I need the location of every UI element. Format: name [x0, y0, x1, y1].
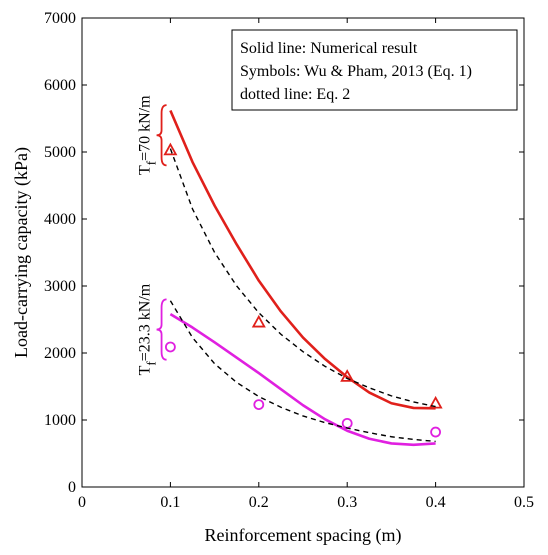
series-70-numerical-line: [169, 109, 436, 410]
brace: [156, 298, 167, 361]
x-tick-label: 0: [78, 494, 86, 511]
annotation-rest: =70 kN/m: [137, 95, 154, 161]
y-axis-label: Load-carrying capacity (kPa): [11, 147, 32, 358]
annotation-subscript: f: [144, 361, 159, 366]
annotation-label: Tf=70 kN/m: [137, 95, 159, 175]
y-tick-label: 3000: [44, 278, 76, 295]
legend-box: [231, 29, 518, 111]
y-tick-label: 6000: [44, 77, 76, 94]
series-23-3-eq1-point: [164, 341, 176, 353]
y-tick-label: 0: [68, 479, 76, 496]
series-70-eq1-point: [251, 314, 266, 328]
annotation-0: Tf=70 kN/m: [137, 95, 167, 175]
legend: Solid line: Numerical result Symbols: Wu …: [231, 29, 518, 111]
x-axis-label: Reinforcement spacing (m): [205, 525, 402, 546]
y-tick-label: 7000: [44, 10, 76, 27]
legend-entry: dotted line: Eq. 2: [240, 86, 350, 103]
series-23-3-eq1-point: [341, 417, 353, 429]
x-tick-label: 0.5: [514, 494, 534, 511]
y-tick-label: 4000: [44, 211, 76, 228]
annotation-1: Tf=23.3 kN/m: [137, 283, 167, 375]
y-tick-label: 2000: [44, 345, 76, 362]
annotation-label: Tf=23.3 kN/m: [137, 283, 159, 375]
x-tick-label: 0.3: [337, 494, 357, 511]
annotation-base: T: [137, 365, 154, 375]
series-23-3-eq1-point: [253, 399, 265, 410]
x-tick-label: 0.2: [249, 494, 269, 511]
legend-entry: Symbols: Wu & Pham, 2013 (Eq. 1): [240, 63, 472, 80]
series-23-3-eq1-point: [430, 426, 442, 438]
legend-entry: Solid line: Numerical result: [240, 40, 418, 57]
annotation-base: T: [137, 165, 154, 175]
series-23-3-eq2-line: [169, 300, 436, 443]
brace: [156, 104, 167, 167]
y-tick-label: 5000: [44, 144, 76, 161]
annotation-subscript: f: [144, 160, 159, 165]
series-70-eq1-point: [340, 369, 355, 382]
plot-frame: [81, 17, 525, 488]
annotation-rest: =23.3 kN/m: [137, 283, 154, 361]
x-tick-label: 0.1: [160, 494, 180, 511]
x-tick-label: 0.4: [426, 494, 446, 511]
series-23-3-numerical-line: [169, 313, 436, 447]
series-70-eq1-point: [428, 395, 443, 409]
series-70-eq1-point: [163, 142, 178, 156]
series-70-eq2-line: [169, 148, 436, 408]
y-tick-label: 1000: [44, 412, 76, 429]
